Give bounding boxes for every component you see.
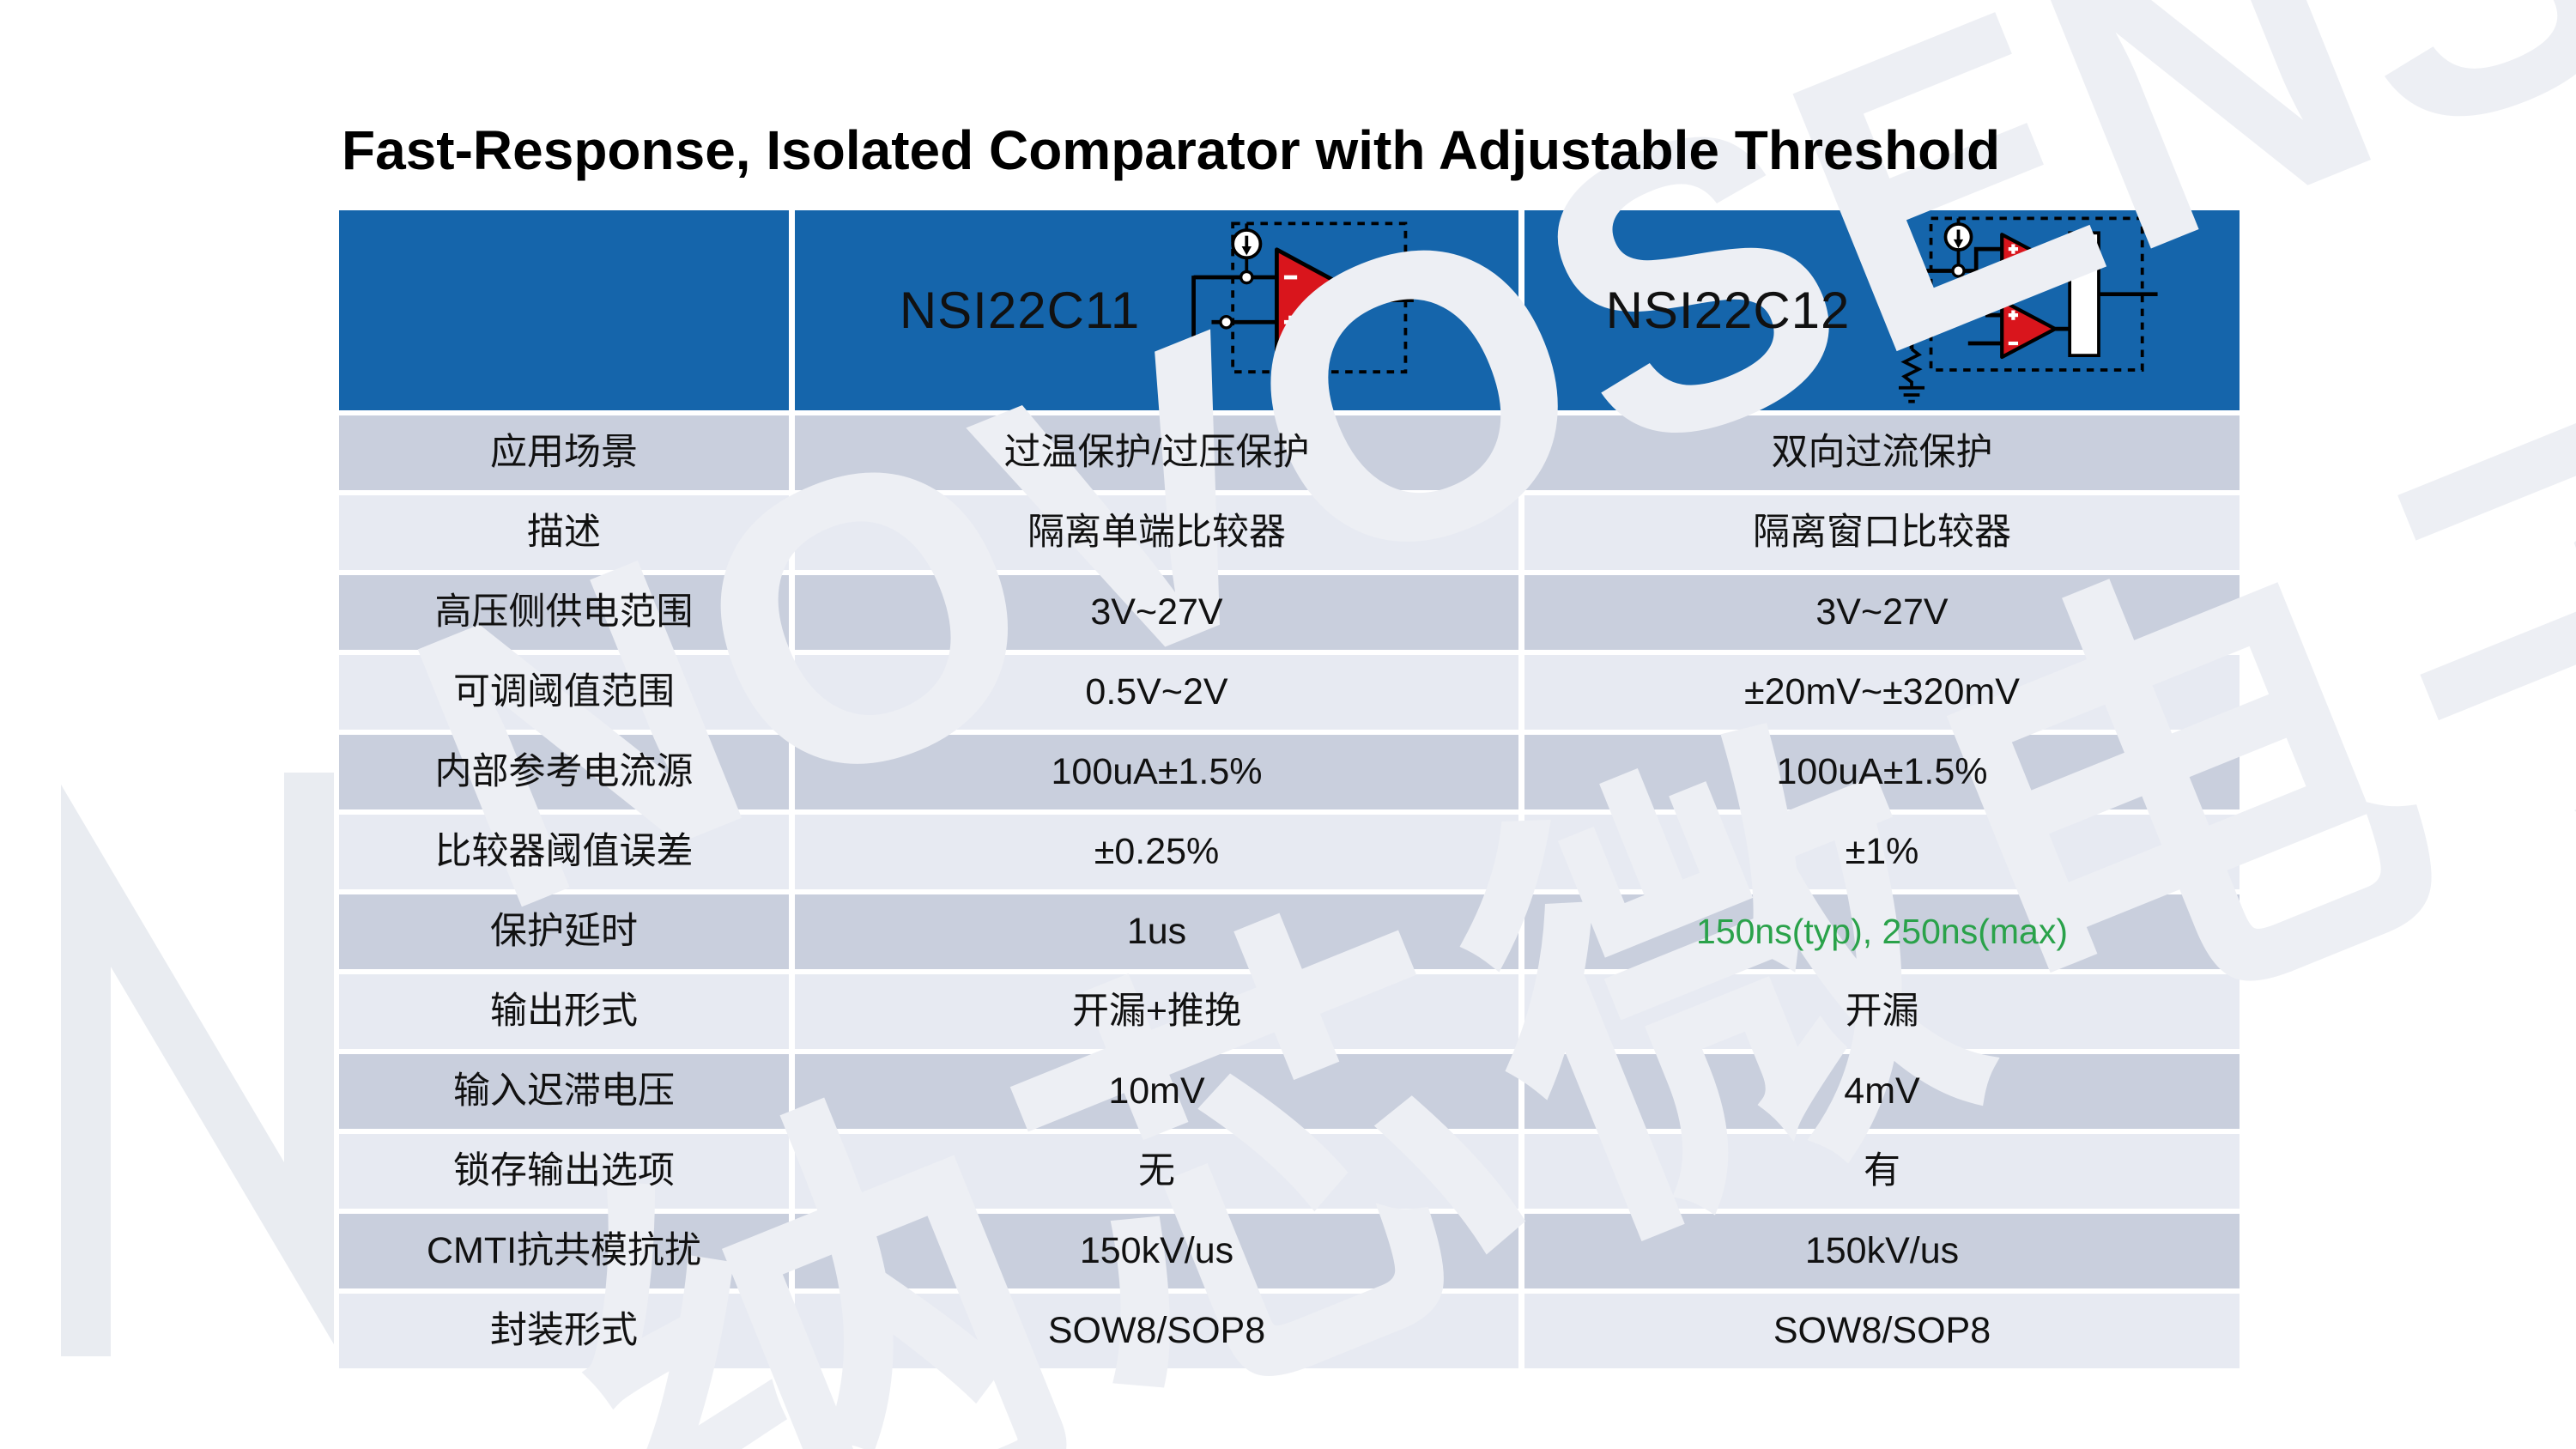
row-label: 锁存输出选项 — [339, 1134, 789, 1209]
nsi22c11-value: 3V~27V — [795, 575, 1518, 650]
row-label: 应用场景 — [339, 415, 789, 490]
header-product-nsi22c12: NSI22C12 — [1524, 210, 2240, 410]
nsi22c12-value: 100uA±1.5% — [1524, 735, 2240, 809]
row-label: 输入迟滞电压 — [339, 1054, 789, 1129]
row-label: 比较器阈值误差 — [339, 815, 789, 889]
header-product-nsi22c11: NSI22C11 — [795, 210, 1518, 410]
row-label: 高压侧供电范围 — [339, 575, 789, 650]
nsi22c12-value: 双向过流保护 — [1524, 415, 2240, 490]
row-label: CMTI抗共模抗扰 — [339, 1214, 789, 1288]
comparison-table: NSI22C11 — [339, 210, 2240, 1368]
nsi22c11-value: 开漏+推挽 — [795, 974, 1518, 1049]
nsi22c12-value-highlighted: 150ns(typ), 250ns(max) — [1524, 894, 2240, 969]
nsi22c11-value: SOW8/SOP8 — [795, 1294, 1518, 1368]
nsi22c11-value: ±0.25% — [795, 815, 1518, 889]
header-corner-cell — [339, 210, 789, 410]
nsi22c12-value: 3V~27V — [1524, 575, 2240, 650]
page-title: Fast-Response, Isolated Comparator with … — [342, 119, 2001, 181]
nsi22c12-value: ±1% — [1524, 815, 2240, 889]
nsi22c12-circuit-diagram-icon — [1899, 216, 2158, 403]
nsi22c12-value: ±20mV~±320mV — [1524, 655, 2240, 730]
row-label: 输出形式 — [339, 974, 789, 1049]
product-name-nsi22c12: NSI22C12 — [1605, 282, 1851, 339]
nsi22c11-value: 无 — [795, 1134, 1518, 1209]
row-label: 保护延时 — [339, 894, 789, 969]
row-label: 内部参考电流源 — [339, 735, 789, 809]
nsi22c11-value: 10mV — [795, 1054, 1518, 1129]
nsi22c12-value: SOW8/SOP8 — [1524, 1294, 2240, 1368]
nsi22c11-value: 0.5V~2V — [795, 655, 1518, 730]
nsi22c11-value: 100uA±1.5% — [795, 735, 1518, 809]
product-name-nsi22c11: NSI22C11 — [899, 282, 1141, 339]
nsi22c11-value: 1us — [795, 894, 1518, 969]
row-label: 封装形式 — [339, 1294, 789, 1368]
nsi22c12-value: 150kV/us — [1524, 1214, 2240, 1288]
nsi22c12-value: 开漏 — [1524, 974, 2240, 1049]
nsi22c11-value: 过温保护/过压保护 — [795, 415, 1518, 490]
nsi22c11-circuit-diagram-icon — [1180, 221, 1415, 406]
row-label: 描述 — [339, 495, 789, 570]
nsi22c11-value: 隔离单端比较器 — [795, 495, 1518, 570]
row-label: 可调阈值范围 — [339, 655, 789, 730]
nsi22c11-value: 150kV/us — [795, 1214, 1518, 1288]
nsi22c12-value: 有 — [1524, 1134, 2240, 1209]
nsi22c12-value: 4mV — [1524, 1054, 2240, 1129]
nsi22c12-value: 隔离窗口比较器 — [1524, 495, 2240, 570]
